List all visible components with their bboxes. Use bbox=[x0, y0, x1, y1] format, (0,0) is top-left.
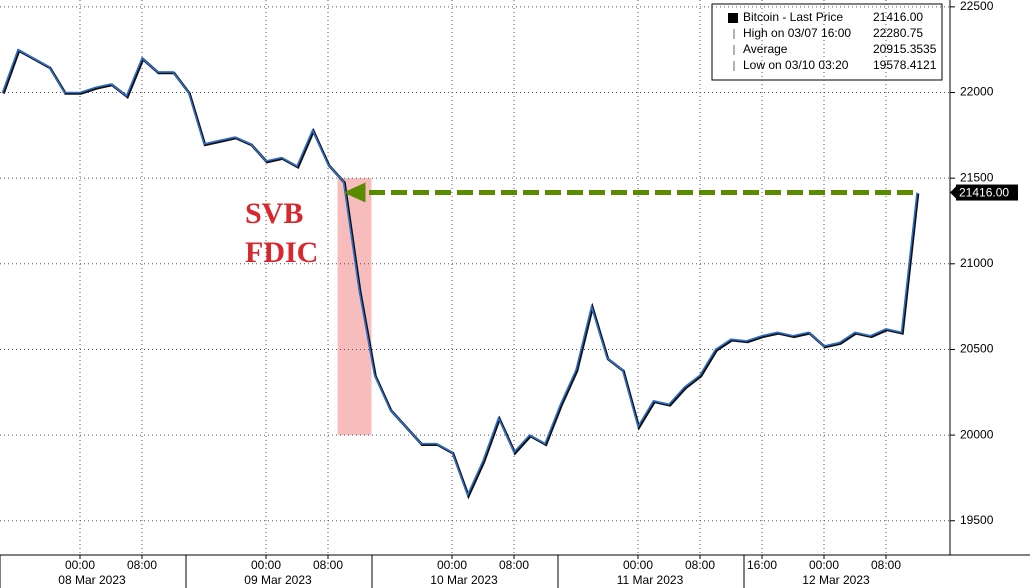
x-tick-label: 00:00 bbox=[623, 558, 653, 572]
y-tick-label: 20000 bbox=[960, 427, 994, 441]
price-line bbox=[1, 48, 918, 498]
annotation: SVB bbox=[245, 197, 303, 230]
y-tick-label: 22000 bbox=[960, 85, 994, 99]
x-tick-label: 08:00 bbox=[499, 558, 529, 572]
y-tick-label: 19500 bbox=[960, 513, 994, 527]
legend-label: Average bbox=[743, 42, 788, 56]
date-label: 12 Mar 2023 bbox=[802, 573, 870, 587]
x-tick-label: 00:00 bbox=[437, 558, 467, 572]
date-label: 11 Mar 2023 bbox=[617, 573, 684, 587]
y-tick-label: 20500 bbox=[960, 342, 994, 356]
y-tick-label: 22500 bbox=[960, 0, 994, 13]
legend-label: Low on 03/10 03:20 bbox=[743, 58, 849, 72]
legend-swatch bbox=[728, 13, 738, 23]
date-label: 10 Mar 2023 bbox=[430, 573, 498, 587]
x-tick-label: 00:00 bbox=[65, 558, 95, 572]
x-tick-label: 08:00 bbox=[127, 558, 157, 572]
legend-label: High on 03/07 16:00 bbox=[743, 26, 851, 40]
last-price-tag bbox=[956, 184, 1018, 201]
y-tick-label: 21500 bbox=[960, 170, 994, 184]
legend-value: 20915.3535 bbox=[873, 42, 937, 56]
x-tick-label: 16:00 bbox=[747, 558, 777, 572]
x-tick-label: 00:00 bbox=[251, 558, 281, 572]
arrow-head bbox=[343, 182, 366, 203]
y-tick-label: 21000 bbox=[960, 256, 994, 270]
legend-value: 19578.4121 bbox=[873, 58, 937, 72]
last-price-label: 21416.00 bbox=[959, 186, 1009, 200]
date-label: 09 Mar 2023 bbox=[244, 573, 312, 587]
last-price-pointer bbox=[950, 186, 956, 199]
x-tick-label: 08:00 bbox=[685, 558, 715, 572]
highlight-region bbox=[337, 178, 372, 436]
legend-value: 21416.00 bbox=[873, 10, 923, 24]
date-label: 08 Mar 2023 bbox=[58, 573, 126, 587]
x-tick-label: 08:00 bbox=[313, 558, 343, 572]
annotation: FDIC bbox=[245, 236, 318, 269]
legend-label: Bitcoin - Last Price bbox=[743, 10, 843, 24]
legend-value: 22280.75 bbox=[873, 26, 923, 40]
legend-box bbox=[711, 3, 943, 81]
x-tick-label: 08:00 bbox=[871, 558, 901, 572]
x-tick-label: 00:00 bbox=[809, 558, 839, 572]
